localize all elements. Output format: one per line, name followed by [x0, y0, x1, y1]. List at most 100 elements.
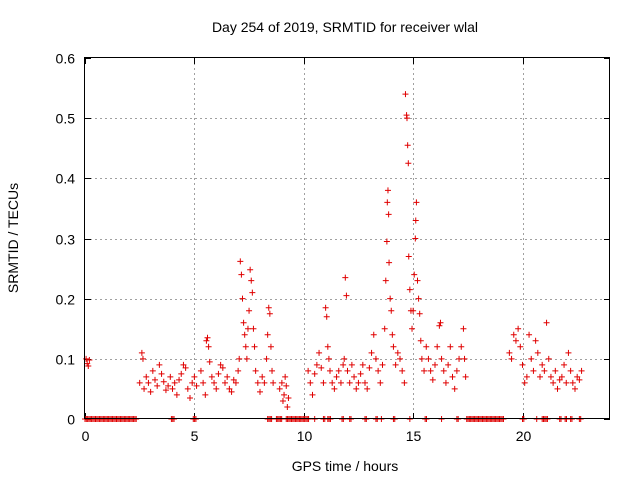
data-point [228, 388, 235, 395]
data-point [279, 397, 286, 404]
data-point [252, 367, 259, 374]
data-point [383, 238, 390, 245]
data-point [176, 376, 183, 383]
data-point [526, 331, 533, 338]
data-point [429, 376, 436, 383]
data-point [311, 370, 318, 377]
data-point [445, 361, 452, 368]
data-point [206, 358, 213, 365]
chart-title: Day 254 of 2019, SRMTID for receiver wla… [212, 19, 478, 35]
data-point [372, 355, 379, 362]
data-point [193, 382, 200, 389]
data-point [139, 355, 146, 362]
y-tick-label: 0.1 [56, 352, 76, 368]
data-point [458, 343, 465, 350]
data-point [242, 343, 249, 350]
data-point [257, 388, 263, 395]
data-point [203, 337, 210, 344]
data-point [85, 363, 92, 370]
data-point [554, 385, 561, 392]
data-point [534, 349, 541, 356]
plot-frame [84, 57, 610, 419]
data-point [180, 361, 187, 368]
data-point [83, 355, 90, 362]
data-point [379, 361, 386, 368]
grid-lines [85, 58, 610, 419]
y-tick-label: 0.3 [56, 232, 76, 248]
data-point [226, 385, 233, 392]
data-point [270, 379, 277, 386]
data-point [572, 385, 578, 392]
data-point [512, 337, 519, 344]
data-point [211, 379, 218, 386]
data-point [169, 385, 176, 392]
data-point [404, 115, 410, 122]
data-point [250, 325, 257, 332]
data-point [578, 367, 585, 374]
data-point [136, 379, 143, 386]
data-point [353, 385, 360, 392]
data-point [389, 331, 396, 338]
data-point [224, 373, 231, 380]
data-point [543, 319, 550, 326]
data-point [558, 373, 565, 380]
data-point [285, 394, 292, 401]
data-point [187, 394, 193, 401]
data-point [138, 349, 145, 356]
data-point [344, 367, 351, 374]
data-point [574, 373, 581, 380]
data-point [154, 382, 161, 389]
data-point [235, 367, 242, 374]
data-point [392, 361, 399, 368]
data-point [248, 277, 255, 284]
data-point [362, 379, 368, 386]
data-point [307, 379, 314, 386]
data-point [387, 295, 394, 302]
data-point [397, 355, 403, 362]
data-point [523, 373, 530, 380]
data-point [567, 367, 574, 374]
data-point [515, 325, 522, 332]
data-point [232, 379, 239, 386]
data-point [322, 304, 329, 311]
data-point [453, 367, 460, 374]
data-point [215, 370, 222, 377]
data-point [449, 373, 456, 380]
data-point [432, 361, 438, 368]
data-point [264, 331, 271, 338]
data-point [141, 385, 148, 392]
data-point [261, 379, 268, 386]
data-point [416, 310, 423, 317]
data-point [340, 361, 347, 368]
data-point [421, 367, 428, 374]
data-point [244, 325, 251, 332]
data-point [561, 361, 568, 368]
data-point [434, 343, 441, 350]
data-point [236, 355, 243, 362]
data-point [305, 367, 312, 374]
data-point [388, 307, 395, 314]
data-point [409, 325, 416, 332]
data-point [357, 370, 364, 377]
data-point [394, 349, 401, 356]
data-point [149, 367, 156, 374]
data-point [205, 343, 212, 350]
data-point [341, 355, 348, 362]
data-point [145, 379, 152, 386]
data-point [246, 307, 253, 314]
data-point [283, 382, 290, 389]
data-point [284, 403, 291, 410]
data-point [545, 355, 552, 362]
data-point [240, 319, 247, 326]
data-point [143, 373, 150, 380]
data-point [213, 385, 220, 392]
data-point [173, 391, 180, 398]
data-point [385, 211, 392, 218]
data-point [390, 343, 397, 350]
data-point [239, 295, 246, 302]
data-point [204, 334, 211, 341]
data-point [404, 142, 411, 149]
data-point [343, 292, 350, 299]
data-point [259, 373, 266, 380]
data-point [405, 160, 412, 167]
